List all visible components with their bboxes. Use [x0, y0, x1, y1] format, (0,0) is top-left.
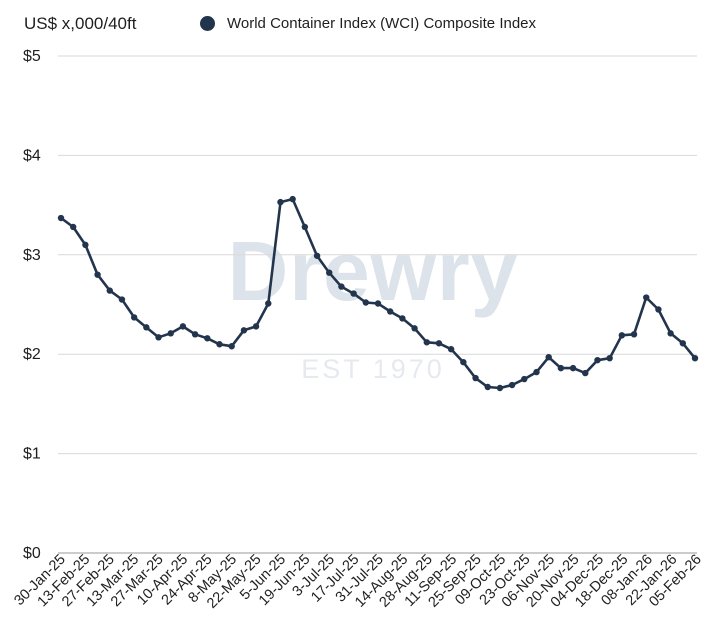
data-point — [94, 271, 101, 278]
data-point — [496, 384, 504, 392]
data-point — [386, 308, 394, 315]
y-tick-label: $0 — [23, 545, 41, 562]
data-point — [484, 383, 491, 391]
series-wci — [57, 195, 699, 392]
data-point — [630, 331, 638, 338]
data-point — [679, 340, 687, 347]
data-point — [350, 290, 357, 297]
y-tick-label: $5 — [23, 48, 41, 65]
y-tick-label: $3 — [23, 247, 41, 264]
data-point — [289, 195, 296, 203]
data-point — [106, 287, 113, 294]
data-point — [435, 340, 443, 347]
data-point — [167, 330, 174, 337]
y-axis-ticks: $0 $1 $2 $3 $4 $5 — [23, 48, 41, 562]
data-point — [691, 354, 699, 362]
data-point — [143, 324, 150, 331]
y-axis-unit-label: US$ x,000/40ft — [24, 14, 137, 33]
y-tick-label: $2 — [23, 346, 41, 363]
data-point — [460, 358, 467, 366]
data-point — [533, 368, 540, 376]
y-tick-label: $4 — [23, 147, 41, 164]
legend: World Container Index (WCI) Composite In… — [200, 15, 536, 32]
data-point — [643, 294, 650, 301]
data-point — [82, 241, 89, 249]
data-point — [69, 223, 77, 231]
gridlines — [58, 55, 697, 554]
y-tick-label: $1 — [23, 446, 41, 463]
data-point — [338, 283, 345, 290]
data-point — [155, 334, 162, 341]
data-point — [204, 335, 211, 342]
data-point — [557, 364, 565, 372]
data-point — [240, 327, 248, 334]
data-point — [618, 332, 626, 339]
watermark-subtext: EST 1970 — [301, 354, 445, 384]
x-axis-ticks: 30-Jan-2513-Feb-2527-Feb-2513-Mar-2527-M… — [11, 552, 704, 612]
data-point — [191, 331, 199, 338]
data-point — [508, 381, 516, 389]
data-point — [545, 353, 552, 361]
data-point — [362, 299, 370, 306]
data-point — [130, 314, 138, 321]
data-point — [447, 346, 455, 353]
data-point — [423, 339, 430, 346]
legend-marker-icon — [200, 16, 215, 31]
data-point — [667, 330, 674, 337]
data-point — [265, 300, 272, 307]
data-point — [252, 323, 260, 330]
legend-label: World Container Index (WCI) Composite In… — [227, 15, 537, 32]
data-point — [521, 375, 528, 383]
data-point — [399, 315, 406, 322]
data-point — [301, 223, 309, 231]
data-point — [326, 269, 333, 276]
data-point — [118, 296, 126, 303]
data-point — [228, 343, 235, 350]
data-point — [655, 306, 662, 313]
data-point — [606, 354, 613, 362]
data-point — [277, 198, 284, 206]
data-point — [374, 300, 382, 307]
data-point — [313, 252, 321, 259]
data-point — [216, 341, 223, 348]
data-point — [472, 374, 479, 382]
data-point — [569, 364, 577, 372]
data-point — [57, 214, 65, 222]
data-point — [594, 356, 601, 364]
data-point — [179, 323, 187, 330]
data-point — [582, 369, 589, 377]
data-point — [411, 325, 418, 332]
